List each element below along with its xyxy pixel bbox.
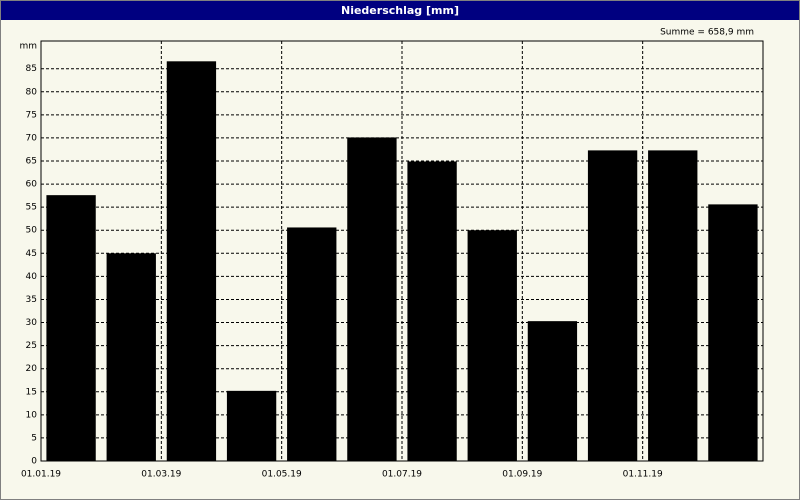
bar bbox=[226, 390, 277, 461]
bar bbox=[46, 195, 96, 461]
y-tick-label: 10 bbox=[26, 410, 38, 420]
bar bbox=[527, 321, 578, 461]
title-bar: Niederschlag [mm] bbox=[1, 1, 799, 20]
bar bbox=[708, 204, 758, 461]
x-tick-label: 01.11.19 bbox=[623, 470, 663, 480]
y-tick-label: 5 bbox=[31, 433, 37, 443]
bar bbox=[106, 253, 156, 461]
bar bbox=[648, 150, 698, 461]
chart: Summe = 658,9 mm mm 0 5 10 15 20 25 30 35 40 45 50… bbox=[19, 28, 764, 480]
y-tick-label: 0 bbox=[31, 457, 37, 467]
y-tick-label: 50 bbox=[26, 226, 38, 236]
y-tick-label: 65 bbox=[26, 157, 37, 167]
y-tick-label: 60 bbox=[26, 180, 38, 190]
bar bbox=[347, 137, 397, 461]
x-tick-label: 01.09.19 bbox=[502, 470, 542, 480]
x-tick-label: 01.03.19 bbox=[141, 470, 181, 480]
bar bbox=[166, 61, 217, 462]
annotation: Summe = 658,9 mm bbox=[660, 28, 754, 38]
y-tick-label: 70 bbox=[26, 133, 38, 143]
x-tick-label: 01.01.19 bbox=[21, 470, 61, 480]
y-tick-label: 55 bbox=[26, 203, 37, 213]
x-tick-label: 01.07.19 bbox=[382, 470, 422, 480]
bar bbox=[407, 161, 457, 461]
y-tick-label: 35 bbox=[26, 295, 37, 305]
y-tick-label: 85 bbox=[26, 64, 37, 74]
y-tick-label: 75 bbox=[26, 110, 37, 120]
plot-border bbox=[40, 40, 764, 462]
x-tick-label: 01.05.19 bbox=[262, 470, 302, 480]
bar bbox=[587, 150, 638, 461]
y-tick-label: 80 bbox=[26, 87, 38, 97]
bar bbox=[467, 230, 517, 461]
y-tick-label: 45 bbox=[26, 249, 37, 259]
y-tick-label: 30 bbox=[26, 318, 38, 328]
y-tick-label: 40 bbox=[26, 272, 38, 282]
y-tick-label: 15 bbox=[26, 387, 37, 397]
y-tick-label: 25 bbox=[26, 341, 37, 351]
y-axis-label: mm bbox=[19, 42, 37, 52]
bar bbox=[287, 227, 337, 461]
y-tick-label: 20 bbox=[26, 364, 38, 374]
